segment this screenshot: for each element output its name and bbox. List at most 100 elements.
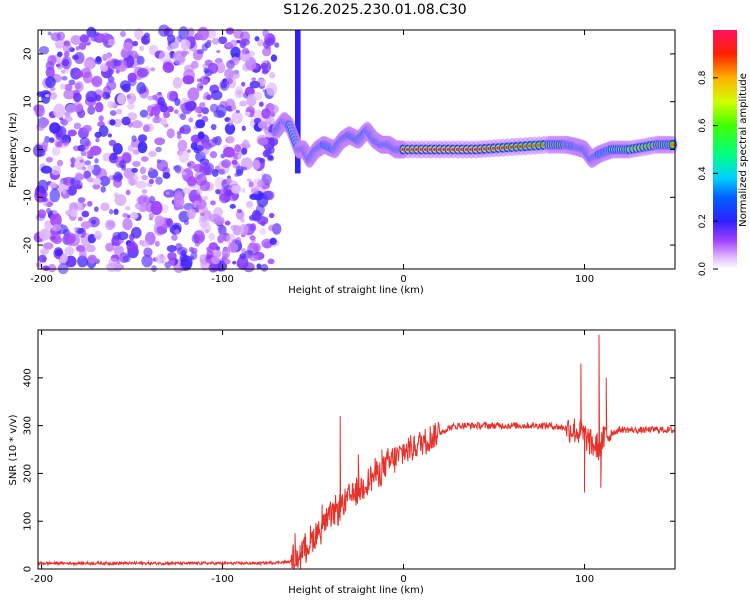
- noise-speck: [63, 89, 75, 100]
- noise-speck: [150, 200, 163, 216]
- noise-speck: [265, 132, 274, 138]
- noise-speck: [84, 160, 92, 166]
- noise-speck: [59, 83, 66, 90]
- noise-speck: [77, 255, 88, 268]
- noise-speck: [257, 137, 269, 146]
- noise-speck: [49, 122, 61, 134]
- noise-speck: [252, 159, 261, 170]
- noise-speck: [226, 179, 232, 184]
- noise-speck: [166, 128, 175, 139]
- noise-speck: [262, 47, 272, 57]
- colorbar-ticks: 0.0 0.2 0.4 0.6 0.8: [698, 70, 718, 276]
- noise-speck: [87, 105, 96, 115]
- bottom-y-tick-label: 300: [23, 416, 34, 435]
- noise-speck: [243, 92, 249, 99]
- bottom-y-tick-label: 0: [23, 566, 34, 572]
- noise-speck: [94, 102, 104, 113]
- noise-speck: [134, 28, 144, 40]
- noise-speck: [266, 37, 274, 45]
- burst-streak: [294, 30, 301, 174]
- noise-speck: [116, 108, 123, 115]
- noise-speck: [45, 156, 53, 163]
- noise-speck: [213, 216, 225, 226]
- bottom-y-tick-label: 400: [23, 368, 34, 387]
- noise-speck: [248, 242, 255, 249]
- noise-speck: [184, 128, 190, 132]
- noise-speck: [125, 206, 131, 211]
- noise-speck: [217, 235, 225, 244]
- noise-speck: [206, 39, 212, 45]
- noise-speck: [51, 224, 62, 232]
- noise-speck: [256, 263, 262, 269]
- noise-speck: [83, 59, 95, 70]
- noise-speck: [79, 34, 89, 43]
- noise-speck: [188, 117, 194, 123]
- noise-speck: [64, 115, 73, 123]
- noise-speck: [130, 226, 142, 239]
- noise-speck: [200, 222, 212, 233]
- noise-speck: [202, 195, 209, 201]
- noise-speck: [209, 151, 218, 159]
- noise-speck: [202, 141, 209, 148]
- noise-speck: [41, 140, 49, 149]
- noise-speck: [38, 45, 50, 55]
- noise-speck: [201, 107, 210, 115]
- noise-speck: [235, 236, 242, 244]
- noise-speck: [202, 63, 208, 69]
- noise-speck: [126, 92, 137, 104]
- noise-speck: [91, 219, 96, 225]
- noise-speck: [202, 78, 209, 85]
- noise-speck: [54, 248, 63, 257]
- noise-speck: [132, 148, 141, 155]
- noise-speck: [64, 246, 75, 256]
- noise-speck: [75, 227, 85, 235]
- noise-speck: [249, 235, 256, 241]
- noise-speck: [105, 242, 115, 252]
- noise-speck: [165, 191, 170, 195]
- noise-speck: [77, 197, 86, 203]
- chart-title: S126.2025.230.01.08.C30: [283, 2, 466, 18]
- noise-speck: [176, 133, 182, 140]
- noise-speck: [186, 175, 197, 187]
- noise-speck: [212, 136, 219, 144]
- noise-speck: [225, 27, 235, 35]
- noise-speck: [181, 171, 187, 176]
- noise-speck: [94, 31, 100, 36]
- noise-speck: [215, 62, 226, 74]
- noise-speck: [117, 231, 129, 241]
- noise-speck: [140, 156, 149, 162]
- noise-speck: [190, 60, 199, 69]
- noise-speck: [98, 125, 109, 137]
- noise-speck: [107, 101, 115, 109]
- noise-speck: [208, 232, 216, 241]
- bottom-y-tick-label: 200: [23, 464, 34, 483]
- top-y-tick-label: 10: [23, 95, 34, 108]
- noise-speck: [60, 118, 65, 125]
- noise-speck: [249, 223, 257, 232]
- bottom-x-tick-label: -100: [211, 574, 234, 585]
- noise-speck: [218, 36, 228, 45]
- noise-speck: [180, 255, 193, 270]
- noise-speck: [70, 162, 75, 168]
- noise-speck: [64, 232, 76, 244]
- noise-speck: [208, 242, 218, 251]
- top-x-tick-label: 0: [400, 274, 406, 285]
- noise-speck: [141, 174, 149, 181]
- noise-speck: [210, 123, 217, 131]
- noise-speck: [140, 34, 151, 45]
- noise-speck: [121, 116, 131, 126]
- noise-speck: [244, 111, 251, 117]
- noise-speck: [249, 254, 259, 262]
- snr-series-line: [37, 334, 676, 570]
- noise-speck: [82, 124, 92, 133]
- top-y-tick-label: -10: [23, 189, 34, 205]
- noise-speck: [177, 139, 188, 152]
- noise-speck: [264, 190, 275, 201]
- noise-speck: [100, 185, 106, 193]
- noise-speck: [116, 93, 126, 105]
- noise-speck: [155, 146, 162, 153]
- noise-speck: [111, 241, 117, 246]
- noise-speck: [180, 39, 191, 50]
- noise-speck: [182, 187, 192, 194]
